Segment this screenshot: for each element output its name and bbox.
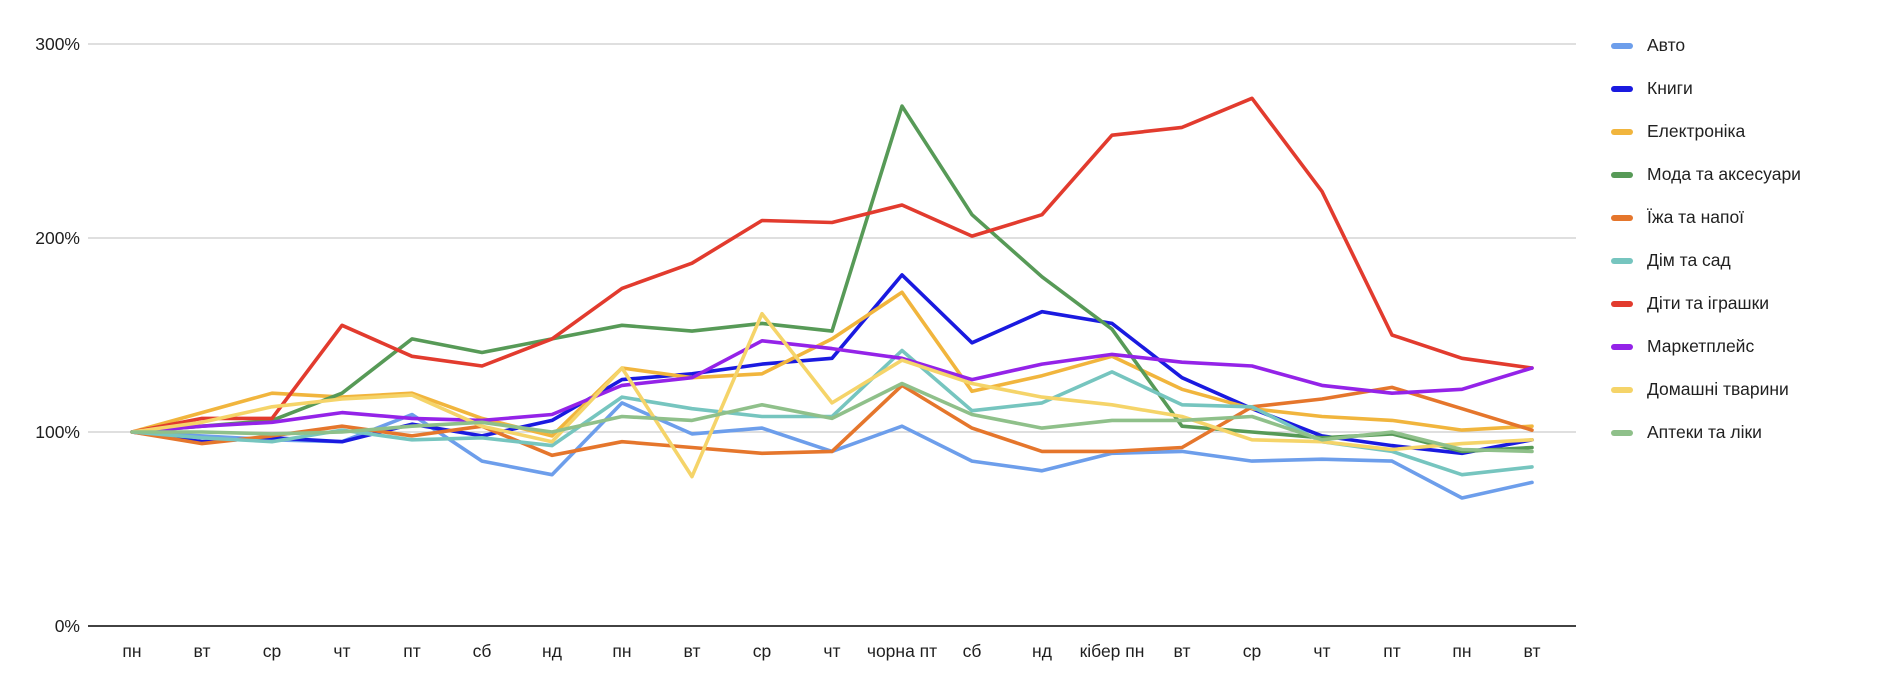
x-tick-label: вт [1174,641,1191,661]
legend-swatch-icon [1611,300,1633,307]
legend-item-7: Діти та іграшки [1611,282,1801,325]
legend-swatch-icon [1611,386,1633,393]
x-tick-label: ср [753,641,771,661]
series-line-9 [130,311,1534,479]
legend-label: Діти та іграшки [1647,292,1770,313]
legend-item-2: Книги [1611,67,1801,110]
x-tick-label: ср [263,641,281,661]
legend-item-4: Мода та аксесуари [1611,153,1801,196]
legend-item-8: Маркетплейс [1611,325,1801,368]
legend-item-3: Електроніка [1611,110,1801,153]
y-tick-label: 200% [35,228,80,248]
legend-label: Дім та сад [1647,249,1731,270]
x-tick-label: сб [473,641,492,661]
x-tick-label: ср [1243,641,1261,661]
legend-label: Аптеки та ліки [1647,421,1762,442]
y-tick-label: 0% [55,616,80,636]
x-tick-label: чорна пт [867,641,937,661]
legend-label: Їжа та напої [1647,206,1745,227]
x-tick-label: вт [194,641,211,661]
legend-swatch-icon [1611,128,1633,135]
legend-item-1: Авто [1611,24,1801,67]
legend-swatch-icon [1611,257,1633,264]
legend-label: Мода та аксесуари [1647,163,1801,184]
series-line-10 [130,381,1534,454]
x-tick-label: пн [1452,641,1471,661]
legend-item-9: Домашні тварини [1611,368,1801,411]
legend-label: Маркетплейс [1647,335,1755,356]
legend-swatch-icon [1611,85,1633,92]
x-tick-label: сб [963,641,982,661]
chart-legend: Авто Книги Електроніка Мода та аксесуари Їжа… [1611,24,1801,454]
y-tick-label: 300% [35,34,80,54]
x-tick-label: пн [612,641,631,661]
x-tick-label: вт [684,641,701,661]
series-line-2 [130,273,1534,456]
x-tick-label: пн [122,641,141,661]
legend-label: Електроніка [1647,120,1746,141]
legend-swatch-icon [1611,429,1633,436]
legend-item-6: Дім та сад [1611,239,1801,282]
series-line-8 [130,338,1534,434]
x-tick-label: пт [403,641,421,661]
legend-label: Книги [1647,77,1693,98]
legend-item-10: Аптеки та ліки [1611,411,1801,454]
x-tick-label: нд [542,641,562,661]
x-tick-label: чт [1313,641,1330,661]
legend-swatch-icon [1611,343,1633,350]
x-tick-label: чт [823,641,840,661]
x-tick-label: кібер пн [1080,641,1145,661]
legend-label: Авто [1647,34,1686,55]
x-tick-label: вт [1524,641,1541,661]
legend-label: Домашні тварини [1647,378,1789,399]
series-line-7 [130,96,1534,434]
legend-swatch-icon [1611,214,1633,221]
x-tick-label: пт [1383,641,1401,661]
legend-swatch-icon [1611,42,1633,49]
x-tick-label: чт [333,641,350,661]
series-line-4 [130,104,1534,454]
x-tick-label: нд [1032,641,1052,661]
y-tick-label: 100% [35,422,80,442]
legend-item-5: Їжа та напої [1611,196,1801,239]
legend-swatch-icon [1611,171,1633,178]
series-line-3 [130,290,1534,438]
